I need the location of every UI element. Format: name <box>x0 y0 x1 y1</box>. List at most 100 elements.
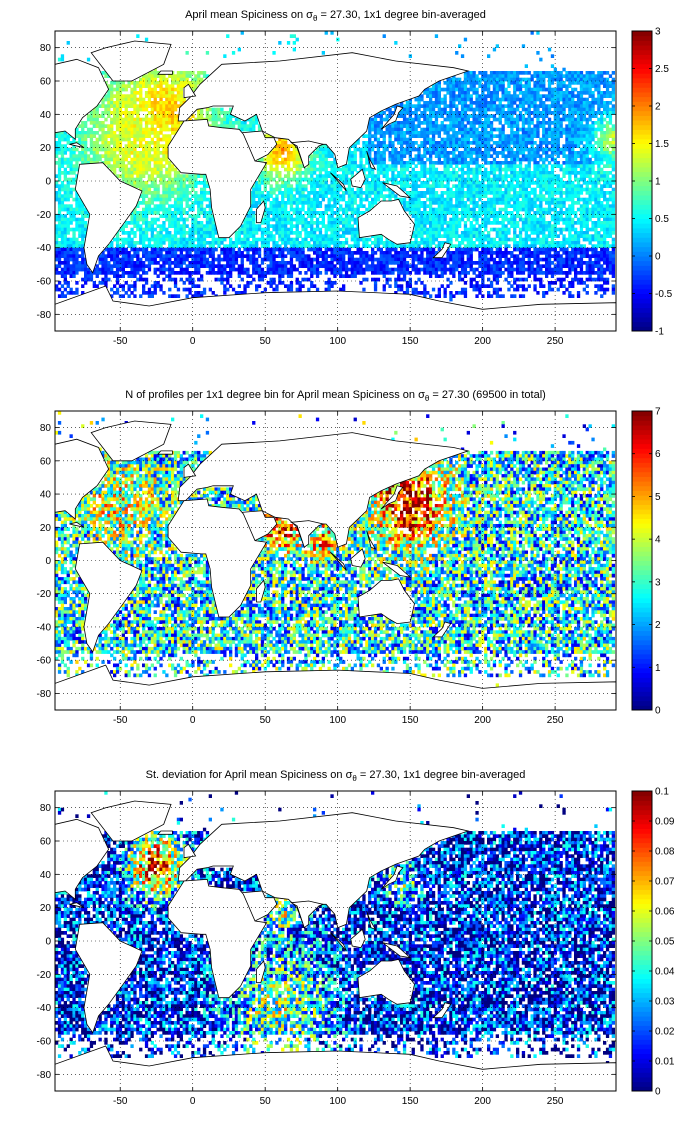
data-cell <box>524 217 528 222</box>
data-cell <box>147 134 152 138</box>
data-cell <box>585 161 589 165</box>
data-cell <box>417 124 421 128</box>
data-cell <box>69 151 73 155</box>
data-cell <box>591 127 595 132</box>
data-cell <box>165 194 169 198</box>
data-cell <box>489 107 494 112</box>
data-cell <box>576 91 581 95</box>
data-cell <box>202 187 207 192</box>
data-cell <box>431 91 436 95</box>
data-cell <box>292 154 296 158</box>
data-cell <box>600 111 604 115</box>
data-cell <box>405 207 410 212</box>
data-cell <box>550 137 555 142</box>
data-cell <box>440 154 444 158</box>
data-cell <box>458 101 462 105</box>
data-cell <box>463 211 468 215</box>
data-cell <box>443 97 447 102</box>
data-cell <box>144 141 149 145</box>
data-cell <box>330 151 334 155</box>
data-cell <box>545 174 549 178</box>
data-cell <box>130 157 134 162</box>
data-cell <box>579 127 584 132</box>
data-cell <box>359 154 363 158</box>
data-cell <box>484 87 488 92</box>
data-cell <box>521 44 526 48</box>
data-cell <box>545 71 549 75</box>
data-cell <box>211 117 215 122</box>
data-cell <box>498 121 502 125</box>
data-cell <box>162 184 166 188</box>
data-cell <box>516 207 520 212</box>
data-cell <box>121 171 125 175</box>
data-cell <box>107 107 111 112</box>
data-cell <box>133 207 137 212</box>
data-cell <box>574 131 578 135</box>
data-cell <box>431 151 436 155</box>
data-cell <box>118 111 123 115</box>
data-cell <box>472 131 476 135</box>
data-cell <box>533 87 537 92</box>
data-cell <box>571 167 575 172</box>
data-cell <box>310 207 314 212</box>
data-cell <box>434 184 439 188</box>
data-cell <box>562 94 566 98</box>
data-cell <box>571 107 575 112</box>
data-cell <box>179 174 183 178</box>
data-cell <box>408 207 412 212</box>
data-cell <box>443 211 447 215</box>
data-cell <box>286 177 291 182</box>
data-cell <box>524 214 528 218</box>
data-cell <box>533 154 537 158</box>
data-cell <box>107 101 111 105</box>
data-cell <box>452 217 456 222</box>
data-cell <box>536 154 540 158</box>
data-cell <box>115 147 120 152</box>
data-cell <box>307 194 311 198</box>
data-cell <box>539 164 543 168</box>
data-cell <box>156 144 160 148</box>
data-cell <box>208 204 212 208</box>
data-cell <box>571 94 575 98</box>
data-cell <box>597 211 601 215</box>
data-cell <box>405 177 410 182</box>
data-cell <box>397 141 401 145</box>
data-cell <box>182 77 186 82</box>
data-cell <box>214 124 218 128</box>
data-cell <box>530 204 534 208</box>
data-cell <box>139 201 143 205</box>
data-cell <box>429 214 433 218</box>
data-cell <box>431 177 436 182</box>
data-cell <box>182 184 186 188</box>
data-cell <box>159 197 163 202</box>
data-cell <box>466 171 470 175</box>
data-cell <box>124 127 128 132</box>
data-cell <box>147 147 152 152</box>
data-cell <box>405 164 410 168</box>
data-cell <box>434 104 439 108</box>
data-cell <box>211 121 215 125</box>
data-cell <box>165 97 169 102</box>
data-cell <box>507 137 511 142</box>
data-cell <box>565 167 569 172</box>
data-cell <box>400 124 404 128</box>
data-cell <box>191 201 195 205</box>
data-cell <box>394 174 398 178</box>
data-cell <box>460 94 465 98</box>
data-cell <box>588 91 592 95</box>
data-cell <box>101 124 105 128</box>
data-cell <box>414 197 418 202</box>
data-cell <box>113 134 117 138</box>
data-cell <box>437 154 441 158</box>
data-cell <box>571 154 575 158</box>
data-cell <box>495 77 499 82</box>
data-cell <box>475 174 479 178</box>
data-cell <box>69 147 73 152</box>
data-cell <box>608 164 613 168</box>
data-cell <box>556 191 560 195</box>
data-cell <box>388 154 392 158</box>
data-cell <box>597 181 601 185</box>
data-cell <box>568 104 572 108</box>
data-cell <box>275 217 279 222</box>
data-cell <box>359 164 363 168</box>
